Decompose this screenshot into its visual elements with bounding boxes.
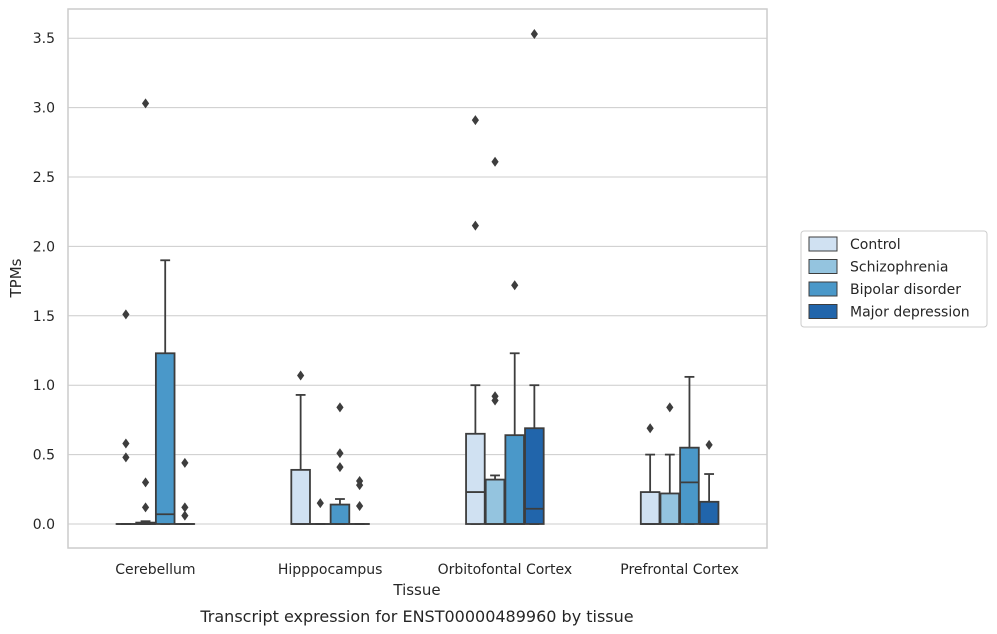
box-iqr [329, 503, 351, 525]
outlier-point [356, 500, 364, 511]
outlier-point [316, 498, 324, 509]
y-tick-label: 0.0 [33, 517, 55, 533]
y-tick-label: 3.5 [33, 31, 55, 47]
legend: Control Schizophrenia Bipolar disorder Majo… [800, 230, 988, 328]
box-iqr [698, 500, 720, 525]
legend-swatch [808, 281, 838, 297]
box-element [679, 375, 700, 525]
box-element [639, 423, 661, 525]
outlier-point [336, 402, 344, 413]
outlier-point [141, 502, 150, 513]
box-element [504, 280, 525, 525]
y-tick-label: 1.5 [33, 309, 55, 325]
box-element [290, 370, 311, 525]
legend-swatch [808, 259, 838, 274]
legend-swatch [808, 304, 838, 319]
box-element [698, 439, 720, 525]
y-tick-label: 2.0 [33, 239, 55, 255]
box-element [329, 402, 351, 525]
gridlines [68, 37, 767, 525]
figure-caption: Transcript expression for ENST0000048996… [199, 607, 633, 626]
legend-label: Schizophrenia [850, 260, 948, 276]
box-iqr [290, 468, 311, 525]
outlier-point [646, 423, 654, 434]
x-axis-label: Tissue [392, 581, 440, 599]
x-tick-label: Hipppocampus [278, 562, 383, 578]
box-iqr [659, 492, 681, 525]
outlier-point [491, 395, 499, 406]
box-iqr [524, 427, 545, 525]
outlier-point [471, 220, 479, 231]
y-axis-label: TPMs [7, 258, 25, 298]
y-tick-label: 1.0 [33, 378, 55, 394]
legend-label: Control [850, 237, 901, 253]
y-tick-label: 0.5 [33, 448, 55, 464]
outlier-point [122, 309, 130, 320]
y-tick-label: 3.0 [33, 101, 55, 117]
outlier-point [336, 462, 344, 473]
y-tick-labels: 0.0 0.5 1.0 1.5 2.0 2.5 3.0 3.5 [33, 31, 55, 533]
outlier-point [122, 438, 130, 449]
box-element [349, 475, 370, 525]
box-element [135, 98, 156, 525]
legend-label: Major depression [850, 305, 970, 321]
box-iqr [504, 434, 525, 525]
box-element [484, 156, 506, 525]
boxes [115, 29, 720, 525]
outlier-point [336, 448, 344, 459]
box-iqr [465, 432, 486, 525]
legend-swatch [808, 236, 838, 252]
outlier-point [471, 115, 479, 126]
box-element [115, 309, 137, 525]
box-iqr [484, 478, 506, 525]
x-tick-label: Prefrontal Cortex [620, 562, 739, 578]
box-iqr [679, 446, 700, 525]
outlier-point [356, 480, 364, 491]
legend-label: Bipolar disorder [850, 282, 961, 298]
outlier-point [141, 98, 150, 109]
box-element [524, 29, 545, 525]
outlier-point [297, 370, 305, 381]
legend-frame [800, 230, 988, 328]
box-element [154, 259, 176, 525]
box-element [310, 498, 331, 525]
box-iqr [154, 352, 176, 525]
outlier-point [530, 29, 538, 40]
outlier-point [181, 502, 189, 513]
plot-border [67, 8, 768, 549]
outlier-point [141, 477, 150, 488]
outlier-point [705, 439, 713, 450]
plot-frame [67, 8, 768, 549]
outlier-point [491, 156, 499, 167]
x-tick-label: Orbitofontal Cortex [438, 562, 573, 578]
box-element [465, 115, 486, 525]
box-element [659, 402, 681, 525]
box-element [174, 457, 196, 525]
outlier-point [181, 457, 189, 468]
outlier-point [511, 280, 519, 291]
box-iqr [639, 491, 661, 525]
outlier-point [181, 510, 189, 521]
x-tick-labels: Cerebellum Hipppocampus Orbitofontal Corte… [115, 562, 739, 578]
y-tick-label: 2.5 [33, 170, 55, 186]
outlier-point [666, 402, 674, 413]
outlier-point [122, 452, 130, 463]
x-tick-label: Cerebellum [115, 562, 195, 578]
